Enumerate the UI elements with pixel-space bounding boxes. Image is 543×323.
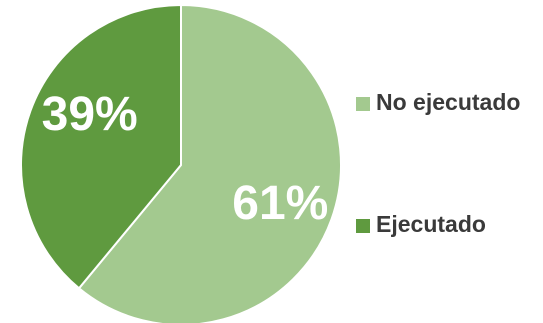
- slice-value-label: 39%: [42, 88, 138, 141]
- pie-slice-ejecutado: [20, 3, 182, 290]
- legend-swatch: [356, 97, 370, 111]
- legend-label: Ejecutado: [376, 211, 486, 237]
- pie-slices: [20, 3, 342, 323]
- legend: No ejecutado Ejecutado: [356, 89, 520, 237]
- slice-labels: 61% 39%: [42, 88, 329, 230]
- slice-value-label: 61%: [232, 177, 328, 230]
- legend-swatch: [356, 219, 370, 233]
- legend-label: No ejecutado: [376, 89, 520, 115]
- pie-slice-no-ejecutado: [77, 3, 342, 323]
